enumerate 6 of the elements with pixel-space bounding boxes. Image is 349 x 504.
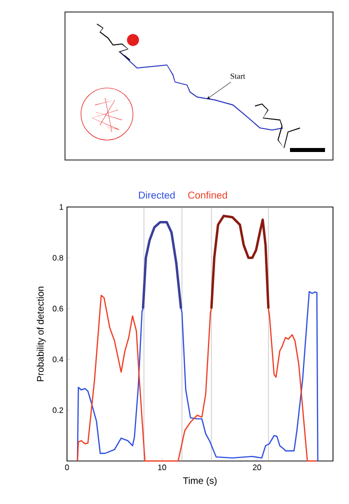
line-series — [142, 221, 182, 310]
y-axis-title: Probability of detection — [36, 286, 46, 382]
x-axis-title: Time (s) — [183, 477, 217, 486]
line-series — [210, 214, 270, 310]
text: Confined — [188, 191, 227, 199]
text: Directed — [139, 191, 175, 199]
